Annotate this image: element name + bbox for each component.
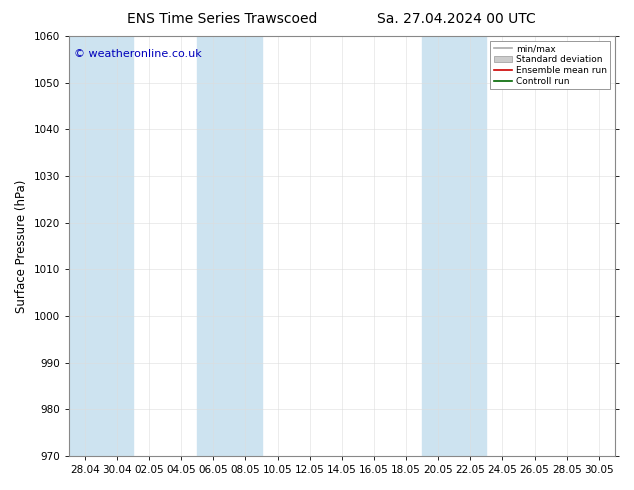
Bar (422, 36, 486, 456)
Text: © weatheronline.co.uk: © weatheronline.co.uk (74, 49, 202, 59)
Bar (197, 36, 262, 456)
Text: Sa. 27.04.2024 00 UTC: Sa. 27.04.2024 00 UTC (377, 12, 536, 26)
Y-axis label: Surface Pressure (hPa): Surface Pressure (hPa) (15, 179, 28, 313)
Legend: min/max, Standard deviation, Ensemble mean run, Controll run: min/max, Standard deviation, Ensemble me… (491, 41, 611, 89)
Text: ENS Time Series Trawscoed: ENS Time Series Trawscoed (127, 12, 317, 26)
Bar (69, 36, 133, 456)
